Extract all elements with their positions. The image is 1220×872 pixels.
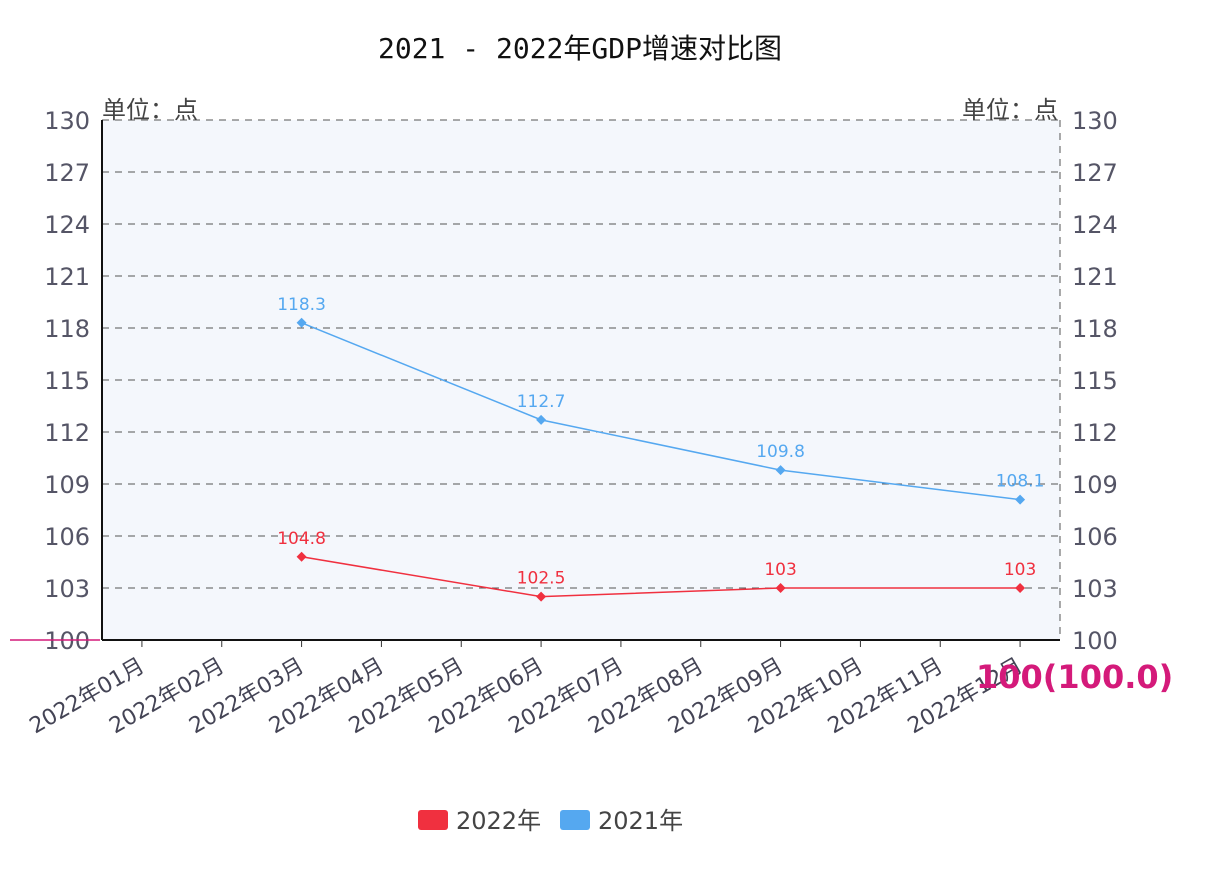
y-tick-label-right: 109	[1072, 471, 1118, 499]
y-tick-label-left: 121	[44, 263, 90, 291]
x-axis: 2022年01月2022年02月2022年03月2022年04月2022年05月…	[26, 639, 1060, 739]
data-label: 108.1	[996, 472, 1045, 492]
data-label: 109.8	[756, 442, 805, 462]
y-tick-label-left: 106	[44, 523, 90, 551]
unit-label-right: 单位：点	[962, 96, 1058, 124]
y-tick-label-left: 118	[44, 315, 90, 343]
y-tick-label-right: 124	[1072, 211, 1118, 239]
y-tick-label-left: 112	[44, 419, 90, 447]
series: 104.8 102.5 103 103 118.3 112.7 109.8 108.1	[277, 295, 1044, 602]
data-label: 103	[764, 560, 796, 580]
y-tick-label-right: 115	[1072, 367, 1118, 395]
data-point	[775, 583, 786, 593]
legend-label: 2022年	[456, 807, 541, 835]
y-tick-label-right: 100	[1072, 627, 1118, 655]
y-tick-label-right: 118	[1072, 315, 1118, 343]
data-label: 118.3	[277, 295, 326, 315]
y-tick-label-right: 127	[1072, 159, 1118, 187]
data-point	[536, 414, 547, 425]
data-point	[1015, 583, 1026, 593]
y-tick-label-right: 130	[1072, 107, 1118, 135]
data-point	[296, 551, 307, 562]
y-tick-label-left: 130	[44, 107, 90, 135]
data-point	[536, 591, 547, 602]
y-tick-label-left: 124	[44, 211, 90, 239]
series-line	[301, 556, 1021, 598]
annotation-label: 100(100.0)	[976, 658, 1173, 696]
y-tick-label-left: 109	[44, 471, 90, 499]
data-point	[1015, 494, 1026, 505]
grid	[102, 119, 1061, 640]
y-tick-label-right: 112	[1072, 419, 1118, 447]
y-tick-label-left: 103	[44, 575, 90, 603]
chart-title: 2021 - 2022年GDP增速对比图	[378, 32, 782, 65]
y-tick-label-right: 106	[1072, 523, 1118, 551]
legend-swatch	[560, 810, 590, 830]
y-tick-label-left: 100	[44, 627, 90, 655]
legend[interactable]: 2022年 2021年	[418, 807, 683, 835]
data-label: 112.7	[517, 392, 566, 412]
unit-label-left: 单位：点	[102, 96, 198, 124]
series-line	[301, 322, 1021, 501]
data-point	[296, 317, 307, 328]
y-tick-label-right: 103	[1072, 575, 1118, 603]
data-label: 102.5	[517, 569, 566, 589]
data-label: 103	[1004, 560, 1036, 580]
y-tick-label-left: 115	[44, 367, 90, 395]
y-tick-label-left: 127	[44, 159, 90, 187]
legend-swatch	[418, 810, 448, 830]
y-tick-label-right: 121	[1072, 263, 1118, 291]
data-point	[775, 465, 786, 476]
data-label: 104.8	[277, 529, 326, 549]
legend-label: 2021年	[598, 807, 683, 835]
y-axes: 100 100 103 103 106 106 109 109 112 112 115 115 118 1…	[44, 107, 1118, 655]
